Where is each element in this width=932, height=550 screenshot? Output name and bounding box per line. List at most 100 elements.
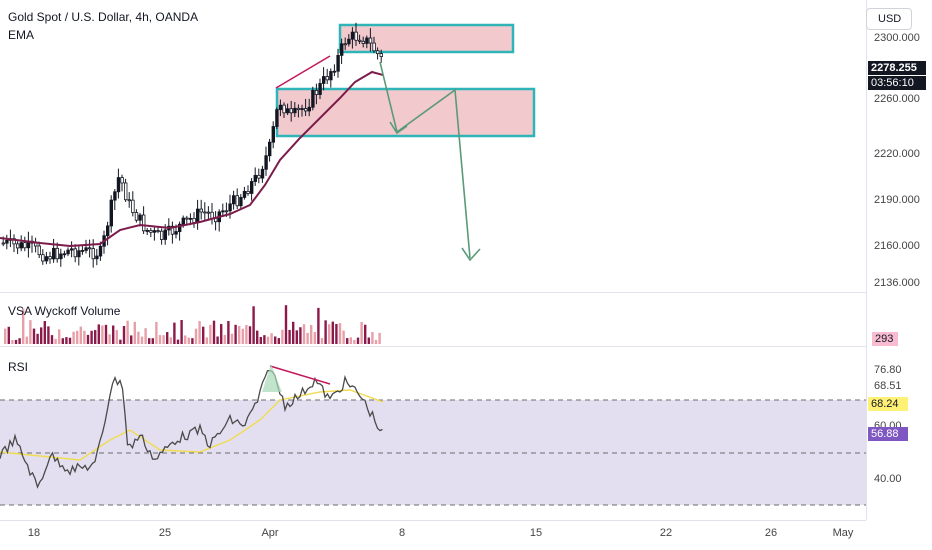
volume-bar [238, 325, 241, 344]
candle-body [206, 211, 211, 214]
volume-bar [115, 330, 118, 344]
time-tick: 8 [398, 527, 406, 539]
volume-bar [274, 336, 277, 344]
candle-body [80, 250, 85, 252]
candle-body [318, 83, 322, 95]
price-candles [1, 22, 383, 268]
volume-bar [313, 332, 316, 344]
candle-body [163, 229, 167, 240]
volume-bar [97, 324, 100, 344]
candle-body [379, 53, 383, 57]
candle-body [98, 245, 103, 257]
price-tick: 2260.000 [874, 93, 920, 105]
candle-body [1, 242, 5, 245]
rsi-tick: 40.00 [874, 473, 902, 485]
candle-body [84, 247, 88, 251]
volume-bar [194, 328, 198, 344]
volume-bar [202, 326, 205, 344]
volume-bar [29, 320, 32, 344]
volume-bar [184, 335, 187, 344]
candle-body [170, 225, 175, 235]
candle-body [141, 214, 146, 232]
volume-bar [245, 324, 248, 344]
volume-bar [335, 324, 338, 344]
volume-bar [346, 338, 349, 344]
volume-bar [212, 320, 216, 344]
volume-bar [306, 332, 309, 344]
volume-bar [40, 327, 43, 344]
volume-bar [281, 329, 284, 344]
candle-body [77, 250, 81, 258]
volume-bar [220, 324, 223, 344]
volume-bar [101, 325, 104, 344]
candle-body [221, 210, 225, 213]
candle-body [62, 253, 67, 256]
candle-body [52, 247, 56, 260]
candle-body [134, 212, 139, 221]
volume-bar [65, 337, 68, 344]
volume-bar [43, 321, 46, 344]
candle-body [131, 199, 135, 213]
volume-bar [112, 325, 115, 344]
candle-body [116, 177, 121, 193]
candle-body [325, 76, 329, 81]
volume-bar [310, 324, 313, 344]
rsi-ma-line [0, 389, 384, 461]
volume-bar [367, 337, 370, 344]
volume-bar [205, 337, 208, 344]
candle-body [145, 230, 149, 232]
volume-bar [72, 331, 75, 344]
volume-bar [47, 326, 50, 344]
rsi-indicator-label[interactable]: RSI [8, 360, 29, 374]
volume-value-badge: 293 [872, 332, 898, 346]
volume-bar [256, 330, 259, 344]
arrowhead-end [461, 247, 481, 262]
candle-body [195, 208, 200, 223]
volume-bar [191, 338, 194, 344]
candle-body [357, 39, 362, 42]
volume-bar [259, 337, 262, 344]
candle-body [235, 195, 239, 207]
candle-body [343, 43, 347, 46]
volume-bar [86, 334, 90, 344]
volume-bar [36, 333, 39, 344]
volume-bar [371, 332, 374, 344]
candle-body [242, 190, 247, 198]
volume-bar [209, 324, 212, 344]
time-tick: 25 [158, 527, 172, 539]
candle-body [70, 248, 74, 251]
volume-bar [320, 338, 324, 344]
candle-body [149, 230, 153, 233]
volume-bar [68, 337, 72, 344]
volume-bar [338, 323, 342, 344]
volume-bar [7, 326, 10, 344]
symbol-title[interactable]: Gold Spot / U.S. Dollar, 4h, OANDA [8, 10, 199, 24]
currency-button[interactable]: USD [866, 8, 912, 30]
candle-body [375, 50, 380, 55]
volume-bar [234, 324, 237, 344]
candle-body [285, 108, 290, 114]
projection-path [379, 61, 471, 259]
candle-body [350, 31, 355, 40]
ema-indicator-label[interactable]: EMA [8, 28, 35, 42]
price-axis-border [866, 0, 867, 520]
candle-body [296, 107, 301, 110]
supply-demand-zones [275, 23, 536, 138]
volume-bar [22, 308, 25, 344]
candle-body [192, 217, 196, 223]
volume-bar [83, 330, 86, 344]
candle-body [372, 42, 376, 52]
volume-bar [58, 329, 61, 344]
volume-bar [126, 320, 129, 344]
rsi-tick: 76.80 [874, 364, 902, 376]
volume-indicator-label[interactable]: VSA Wyckoff Volume [8, 304, 121, 318]
volume-bar [302, 324, 306, 344]
volume-bar [284, 305, 288, 344]
rsi-line [0, 369, 383, 489]
candle-body [156, 230, 160, 232]
volume-bar [108, 334, 111, 344]
time-tick: 22 [659, 527, 673, 539]
candle-body [138, 214, 142, 221]
rsi-plot [0, 364, 866, 506]
